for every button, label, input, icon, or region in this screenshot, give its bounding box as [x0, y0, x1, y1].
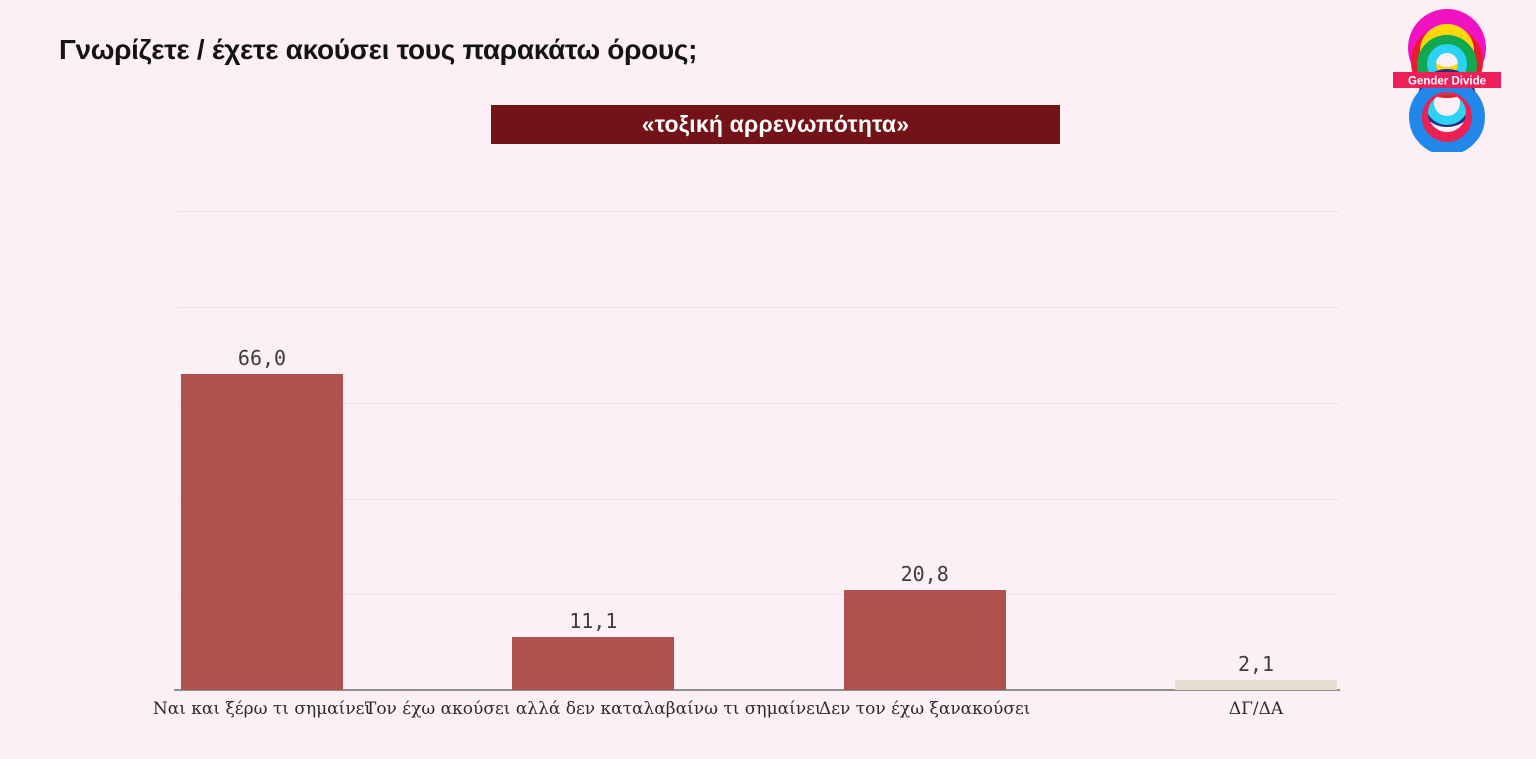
bar-value-label-2: 11,1 — [569, 608, 618, 633]
x-tick-label-3: Δεν τον έχω ξανακούσει — [818, 699, 1031, 719]
logo-banner-label: Gender Divide — [1408, 76, 1486, 88]
bar-3 — [843, 590, 1006, 690]
x-axis-line — [174, 689, 1340, 691]
bar-4 — [1175, 679, 1337, 690]
logo-rings-graphic: Gender Divide — [1393, 9, 1501, 155]
bar-1 — [181, 374, 343, 690]
bar-2 — [512, 636, 675, 690]
x-tick-label-2: Τον έχω ακούσει αλλά δεν καταλαβαίνω τι … — [364, 699, 822, 719]
gridline-40 — [178, 498, 1339, 500]
gridline-20 — [178, 594, 1339, 596]
logo-banner — [1393, 72, 1501, 88]
page-title: Γνωρίζετε / έχετε ακούσει τους παρακάτω … — [59, 34, 698, 65]
bar-value-label-4: 2,1 — [1237, 651, 1275, 676]
gridline-100 — [178, 211, 1339, 213]
gender-divide-logo: Gender Divide — [1385, 2, 1509, 155]
gridline-80 — [178, 307, 1339, 309]
x-tick-label-1: Ναι και ξέρω τι σημαίνει — [152, 699, 372, 719]
x-tick-label-4: ΔΓ/ΔΑ — [1228, 699, 1284, 719]
gridline-60 — [178, 402, 1339, 404]
term-banner: «τοξική αρρενωπότητα» — [491, 105, 1060, 144]
bar-value-label-3: 20,8 — [900, 562, 949, 587]
bar-value-label-1: 66,0 — [237, 346, 287, 371]
